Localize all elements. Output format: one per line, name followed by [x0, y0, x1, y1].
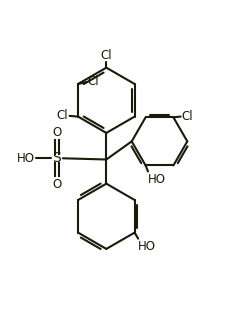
- Text: O: O: [52, 178, 61, 191]
- Text: O: O: [52, 126, 61, 139]
- Text: HO: HO: [147, 173, 165, 186]
- Text: HO: HO: [138, 240, 155, 253]
- Text: HO: HO: [17, 152, 35, 165]
- Text: S: S: [52, 151, 61, 165]
- Text: Cl: Cl: [181, 110, 193, 122]
- Text: Cl: Cl: [57, 109, 68, 122]
- Text: Cl: Cl: [87, 75, 99, 88]
- Text: Cl: Cl: [100, 48, 112, 62]
